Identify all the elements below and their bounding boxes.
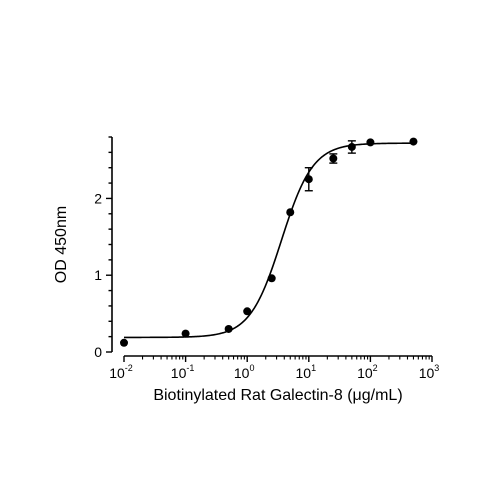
x-tick-label: 102 (357, 363, 378, 381)
y-axis-title: OD 450nm (53, 206, 70, 283)
x-tick-label: 10-2 (109, 363, 133, 381)
data-point (329, 154, 338, 163)
data-point (243, 307, 252, 316)
data-point (347, 142, 356, 151)
x-tick-label: 103 (419, 363, 440, 381)
data-point (120, 338, 128, 347)
data-point (304, 175, 313, 184)
data-point (181, 329, 190, 338)
data-point (224, 324, 233, 333)
x-tick-label: 101 (296, 363, 317, 381)
x-tick-label: 100 (234, 363, 255, 381)
data-point (409, 137, 418, 146)
fit-curve (124, 142, 414, 339)
plot-area (120, 137, 418, 347)
data-point (267, 274, 276, 283)
x-tick-label: 10-1 (171, 363, 195, 381)
y-axis-ticks: 0 1 2 (94, 136, 112, 360)
y-tick-label: 1 (94, 267, 102, 283)
y-tick-label: 2 (94, 190, 102, 206)
x-axis-ticks: 10-2 10-1 100 101 102 103 (109, 356, 439, 381)
data-point (366, 138, 375, 147)
y-tick-label: 0 (94, 344, 102, 360)
axes (111, 137, 432, 357)
x-axis-title: Biotinylated Rat Galectin-8 (μg/mL) (153, 387, 402, 404)
data-point (286, 208, 295, 217)
